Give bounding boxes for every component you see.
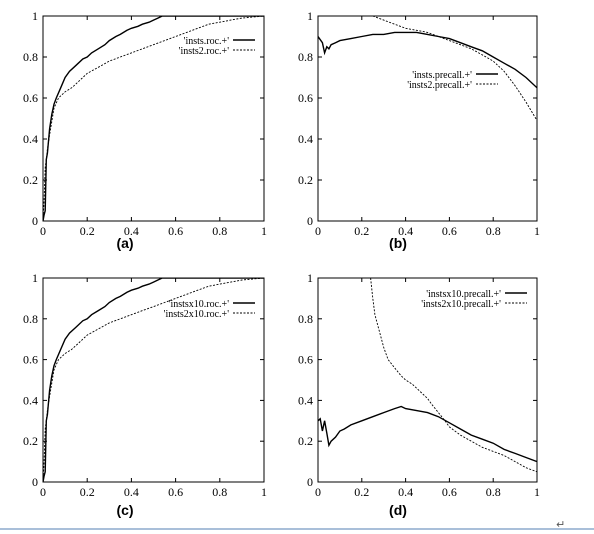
- y-tick-label: 0.6: [23, 91, 38, 105]
- x-tick-label: 0.8: [212, 224, 227, 238]
- x-tick-label: 0.6: [442, 224, 457, 238]
- series-line-2: [43, 16, 264, 221]
- panel-caption-c: (c): [116, 502, 134, 518]
- x-tick-label: 0.4: [124, 485, 139, 499]
- y-tick-label: 0.4: [298, 132, 313, 146]
- x-tick-label: 0.8: [212, 485, 227, 499]
- x-tick-label: 0.2: [354, 485, 369, 499]
- x-tick-label: 0.4: [398, 224, 413, 238]
- y-tick-label: 0.8: [298, 50, 313, 64]
- y-tick-label: 0.4: [298, 393, 313, 407]
- plot-frame: [42, 277, 265, 483]
- x-tick-label: 0.6: [168, 485, 183, 499]
- plot-frame: [42, 15, 265, 222]
- return-icon: ↵: [556, 518, 566, 531]
- chart-panel-d: 0 0.2 0.4 0.6 0.8 1 0 0.2 0.4 0.6 0.8 1 'instsx10.pr…: [298, 271, 540, 499]
- y-tick-label: 0.8: [23, 50, 38, 64]
- x-tick-label: 1: [534, 224, 540, 238]
- series-line-1: [318, 31, 537, 89]
- legend-label: 'instsx10.roc.+': [169, 299, 230, 310]
- series-line-2: [372, 16, 537, 121]
- legend-label: 'insts2x10.precall.+': [421, 299, 501, 310]
- y-tick-label: 1: [32, 9, 38, 23]
- series-line-2: [43, 278, 264, 482]
- chart-panel-b: 0 0.2 0.4 0.6 0.8 1 0 0.2 0.4 0.6 0.8 1 'insts.preca…: [298, 9, 540, 238]
- series-line-2: [370, 278, 537, 473]
- y-tick-label: 1: [307, 9, 313, 23]
- x-tick-label: 0.8: [486, 224, 501, 238]
- y-tick-label: 0.8: [298, 312, 313, 326]
- y-tick-label: 0.6: [23, 353, 38, 367]
- legend-label: 'insts.precall.+': [412, 70, 472, 81]
- y-tick-label: 0.4: [23, 132, 38, 146]
- plot-frame: [317, 15, 538, 222]
- y-tick-label: 0: [32, 214, 38, 228]
- y-tick-label: 0.4: [23, 393, 38, 407]
- x-tick-label: 1: [261, 224, 267, 238]
- y-tick-label: 0.6: [298, 353, 313, 367]
- y-tick-label: 0: [32, 475, 38, 489]
- x-tick-label: 0.6: [442, 485, 457, 499]
- x-tick-label: 0: [40, 485, 46, 499]
- y-tick-label: 0: [307, 475, 313, 489]
- x-tick-label: 1: [261, 485, 267, 499]
- series-line-1: [318, 405, 537, 463]
- x-tick-label: 0: [315, 224, 321, 238]
- panel-caption-d: (d): [389, 502, 407, 518]
- x-tick-label: 0.4: [398, 485, 413, 499]
- x-tick-label: 0.8: [486, 485, 501, 499]
- chart-panel-c: 0 0.2 0.4 0.6 0.8 1 0 0.2 0.4 0.6 0.8 1 'instsx10.ro…: [23, 271, 267, 499]
- y-tick-label: 0.8: [23, 312, 38, 326]
- y-tick-label: 0: [307, 214, 313, 228]
- y-tick-label: 1: [307, 271, 313, 285]
- x-tick-label: 0.4: [124, 224, 139, 238]
- y-tick-label: 0.2: [298, 434, 313, 448]
- legend-label: 'instsx10.precall.+': [426, 289, 501, 300]
- panel-caption-b: (b): [389, 235, 407, 251]
- legend-label: 'insts.roc.+': [184, 36, 230, 47]
- legend-label: 'insts2.precall.+': [407, 80, 472, 91]
- series-line-1: [43, 16, 264, 221]
- legend-label: 'insts2.roc.+': [179, 46, 230, 57]
- x-tick-label: 0.2: [80, 224, 95, 238]
- y-tick-label: 0.2: [23, 434, 38, 448]
- chart-panel-a: 0 0.2 0.4 0.6 0.8 1 0 0.2 0.4 0.6 0.8 1 'insts.roc.+…: [23, 9, 267, 238]
- x-tick-label: 1: [534, 485, 540, 499]
- y-tick-label: 1: [32, 271, 38, 285]
- series-line-1: [43, 278, 264, 482]
- y-tick-label: 0.2: [298, 173, 313, 187]
- panel-caption-a: (a): [116, 235, 134, 251]
- legend-label: 'insts2x10.roc.+': [164, 309, 230, 320]
- x-tick-label: 0.2: [80, 485, 95, 499]
- x-tick-label: 0.2: [354, 224, 369, 238]
- y-tick-label: 0.6: [298, 91, 313, 105]
- plot-frame: [317, 277, 538, 483]
- y-tick-label: 0.2: [23, 173, 38, 187]
- x-tick-label: 0: [315, 485, 321, 499]
- x-tick-label: 0.6: [168, 224, 183, 238]
- x-tick-label: 0: [40, 224, 46, 238]
- page-bottom-rule: [0, 528, 594, 530]
